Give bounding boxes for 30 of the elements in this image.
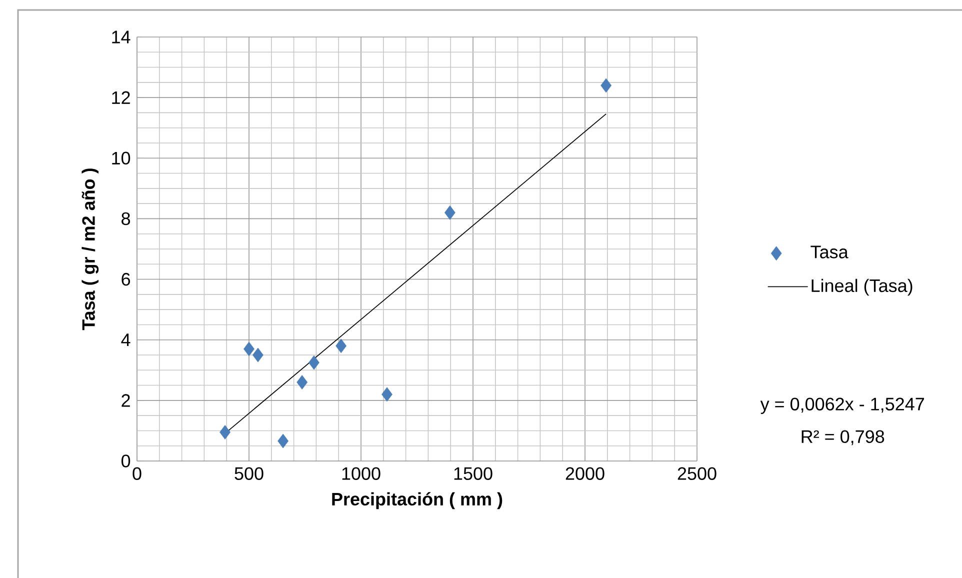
legend-label: Lineal (Tasa) [812, 278, 912, 296]
y-axis-title: Tasa ( gr / m2 año ) [82, 168, 99, 330]
y-tick-label: 4 [121, 334, 130, 346]
x-tick-label: 0 [132, 467, 142, 480]
text: R² = 0,798 [802, 430, 884, 446]
point [244, 342, 254, 356]
x-tick-label: 1000 [342, 467, 380, 480]
y-tick-label: 0 [121, 454, 130, 468]
text: y = 0,0062x - 1,5247 [760, 398, 924, 414]
point [278, 434, 288, 448]
x-axis-title: Precipitación ( mm ) [332, 492, 502, 510]
point [252, 348, 264, 362]
point [444, 205, 456, 220]
y-tick-label: 12 [112, 91, 130, 104]
point [220, 425, 230, 440]
point [382, 387, 392, 402]
x-tick-label: 1500 [454, 467, 492, 480]
y-tick-label: 14 [112, 30, 130, 44]
y-tick-label: 8 [122, 212, 130, 226]
y-tick-label: 6 [122, 272, 130, 286]
point [308, 355, 320, 370]
legend-label: Tasa [810, 246, 848, 258]
point [296, 375, 308, 390]
x-tick-label: 2000 [566, 467, 604, 480]
point [336, 338, 347, 354]
y-tick-label: 2 [122, 394, 130, 407]
x-tick-label: 2500 [678, 467, 716, 480]
point [600, 78, 612, 93]
x-tick-label: 500 [234, 467, 264, 480]
y-tick-label: 10 [112, 152, 130, 165]
